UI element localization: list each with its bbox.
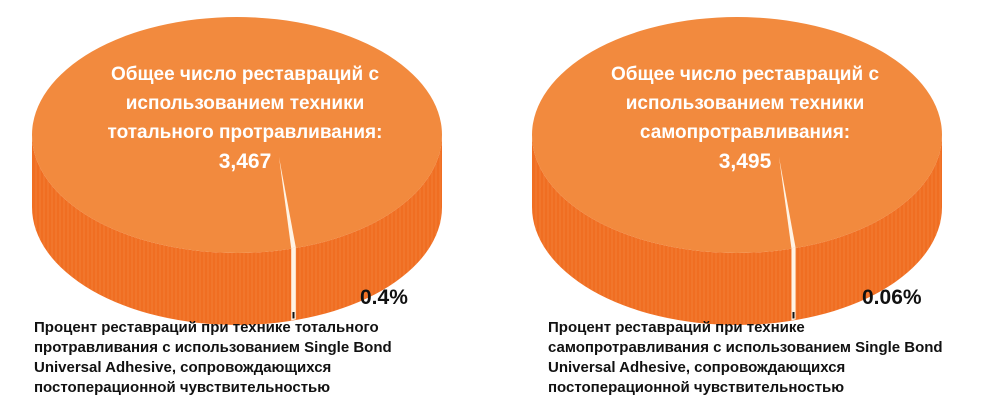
pie-slice-gap-side (291, 247, 296, 321)
pie-side-band (32, 135, 442, 325)
pie-top-slice-main (532, 17, 942, 253)
pie-side (532, 135, 942, 325)
pie-side-stripes (35, 151, 441, 325)
pie-side-stripes (535, 151, 941, 325)
pie-total-value: 3,467 (218, 150, 272, 173)
pie-label: Общее число реставраций с использованием… (590, 60, 900, 176)
pie-self-etch (532, 17, 942, 325)
pie-slice-gap-top (779, 157, 796, 249)
pie-top-slice-main (32, 17, 442, 253)
chart-total-etch: Общее число реставраций с использованием… (32, 17, 442, 396)
chart-self-etch: Общее число реставраций с использованием… (500, 0, 1000, 410)
pie-title: Общее число реставраций с использованием… (107, 64, 383, 143)
pie-slice-gap-side (791, 247, 796, 321)
pie-side-band (532, 135, 942, 325)
highlight-percent: 0.4% (360, 286, 408, 309)
pie-label: Общее число реставраций с использованием… (90, 60, 400, 176)
pie-title: Общее число реставраций с использованием… (610, 64, 880, 143)
pie-caption: Процент реставраций при технике самопрот… (548, 319, 943, 396)
pie-slice-gap-top (279, 157, 296, 249)
pie-total-value: 3,495 (718, 150, 772, 173)
pie-total-etch (32, 17, 442, 325)
pie-side (32, 135, 442, 325)
pie-caption: Процент реставраций при технике тотально… (34, 319, 392, 396)
highlight-percent: 0.06% (862, 286, 922, 309)
